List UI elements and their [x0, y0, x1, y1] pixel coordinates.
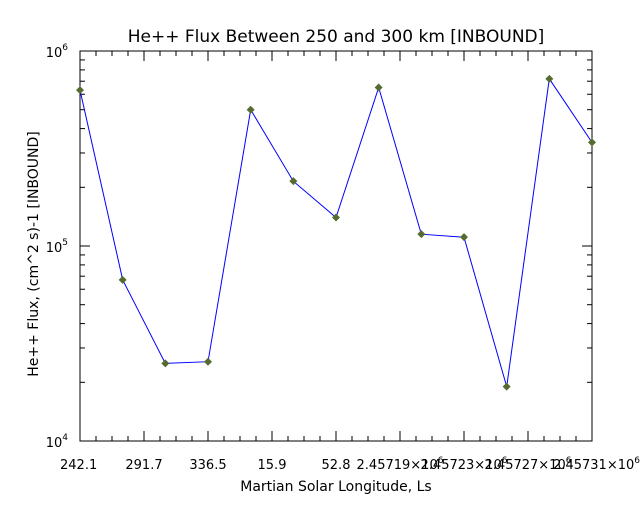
y-tick-label: 105	[46, 238, 68, 256]
y-tick-label: 106	[46, 43, 69, 61]
data-point-marker	[289, 177, 298, 186]
series-markers	[76, 74, 596, 391]
x-tick-label: 52.8	[322, 458, 351, 473]
y-major-ticks	[80, 50, 592, 442]
data-point-marker	[161, 359, 170, 368]
x-tick-label: 2.45723×106	[421, 456, 508, 473]
data-point-marker	[204, 357, 212, 366]
data-point-marker	[332, 213, 340, 222]
x-tick-label: 291.7	[125, 458, 162, 473]
data-point-marker	[246, 105, 255, 114]
data-point-marker	[588, 138, 596, 147]
x-tick-label: 2.45719×106	[357, 456, 444, 473]
data-point-marker	[118, 275, 127, 284]
data-point-marker	[545, 74, 554, 83]
x-tick-label: 2.45727×106	[485, 456, 572, 473]
data-point-marker	[417, 230, 426, 239]
data-point-marker	[76, 86, 84, 95]
y-tick-label: 104	[46, 433, 69, 451]
x-tick-label: 242.1	[60, 458, 97, 473]
data-point-marker	[502, 382, 511, 391]
data-point-marker	[374, 83, 383, 92]
plot-frame	[79, 50, 593, 442]
x-tick-label: 2.45731×106	[553, 456, 640, 473]
series-line	[79, 77, 593, 387]
chart-title: He++ Flux Between 250 and 300 km [INBOUN…	[128, 27, 545, 47]
x-ticks	[79, 51, 593, 441]
y-tick-labels: 104 105 106	[46, 43, 69, 451]
y-axis-label: He++ Flux, (cm^2 s)-1 [INBOUND]	[26, 131, 42, 377]
x-axis-label: Martian Solar Longitude, Ls	[240, 479, 431, 495]
x-tick-label: 15.9	[258, 458, 287, 473]
x-tick-label: 336.5	[189, 458, 226, 473]
data-point-marker	[460, 233, 468, 242]
x-tick-labels: 242.1 291.7 336.5 15.9 52.8 2.45719×1062.4572…	[60, 456, 640, 473]
